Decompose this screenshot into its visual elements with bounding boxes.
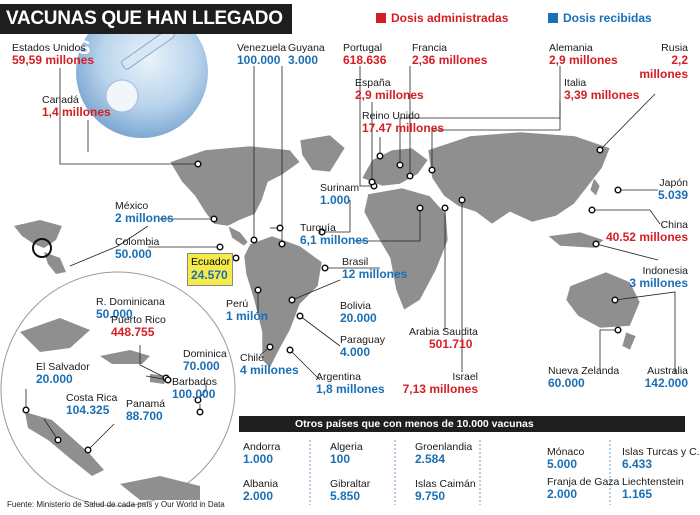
label-peru: Perú 1 milón: [226, 298, 269, 324]
label-alemania: Alemania 2,9 millones: [549, 42, 618, 68]
others-title: Otros países que con menos de 10.000 vac…: [239, 416, 685, 432]
label-panama: Panamá 88.700: [126, 398, 166, 424]
other-item: Liechtenstein 1.165: [622, 476, 684, 502]
other-item: Albania 2.000: [243, 478, 279, 504]
label-mexico: México 2 millones: [115, 200, 174, 226]
other-item: Islas Turcas y C. 6.433: [622, 446, 700, 472]
label-arabia-saudita: Arabia Saudita 501.710: [409, 326, 478, 352]
page-title: VACUNAS QUE HAN LLEGADO A PAÍSES: [0, 4, 292, 59]
label-turquia: Turquía 6,1 millones: [300, 222, 369, 248]
label-paraguay: Paraguay 4.000: [340, 334, 385, 360]
greenland-shape: [299, 134, 346, 173]
other-item: Mónaco 5.000: [547, 446, 585, 472]
label-italia: Italia 3,39 millones: [564, 77, 640, 103]
label-espana: España 2,9 millones: [355, 77, 424, 103]
label-el-salvador: El Salvador 20.000: [36, 361, 90, 387]
label-venezuela: Venezuela 100.000: [237, 42, 287, 68]
label-puerto-rico: Puerto Rico 448.755: [111, 314, 166, 340]
label-barbados: Barbados 100.000: [172, 376, 217, 402]
label-reino-unido: Reino Unido 17.47 millones: [362, 110, 445, 136]
blue-square-icon: [548, 13, 558, 23]
label-indonesia: Indonesia 3 millones: [629, 265, 688, 291]
label-japon: Japón 5.039: [657, 177, 688, 203]
label-r-dominicana: R. Dominicana 50.000: [96, 296, 165, 322]
label-israel: Israel 7,13 millones: [402, 371, 478, 397]
other-item: Andorra 1.000: [243, 441, 281, 467]
australia-shape: [565, 271, 641, 329]
north-america-shape: [169, 145, 301, 227]
other-item: Franja de Gaza 2.000: [547, 476, 620, 502]
label-estados-unidos: Estados Unidos 59,59 millones: [12, 42, 95, 68]
label-rusia: Rusia 2,2 millones: [639, 42, 688, 81]
red-square-icon: [376, 13, 386, 23]
label-francia: Francia 2,36 millones: [412, 42, 488, 68]
other-item: Groenlandia 2.584: [415, 441, 473, 467]
other-item: Islas Caimán 9.750: [415, 478, 476, 504]
label-canada: Canadá 1,4 millones: [42, 94, 111, 120]
label-colombia: Colombia 50.000: [115, 236, 160, 262]
south-america-shape: [243, 235, 323, 369]
label-australia: Australia 142.000: [644, 365, 688, 391]
asia-shape: [427, 131, 611, 225]
label-argentina: Argentina 1,8 millones: [316, 371, 385, 397]
label-portugal: Portugal 618.636: [343, 42, 387, 68]
label-brasil: Brasil 12 millones: [342, 256, 408, 282]
label-chile: Chile 4 millones: [240, 352, 299, 378]
africa-shape: [363, 187, 449, 311]
label-dominica: Dominica 70.000: [183, 348, 227, 374]
other-item: Algeria 100: [330, 441, 363, 467]
label-ecuador: Ecuador 24.570: [187, 253, 233, 286]
label-guyana: Guyana 3.000: [288, 42, 325, 68]
label-surinam: Surinam 1.000: [320, 182, 360, 208]
other-item: Gibraltar 5.850: [330, 478, 371, 504]
label-nueva-zelanda: Nueva Zelanda 60.000: [548, 365, 620, 391]
label-china: China 40.52 millones: [605, 219, 688, 245]
label-bolivia: Bolivia 20.000: [340, 300, 377, 326]
source-note: Fuente: Ministerio de Salud de cada país…: [7, 500, 225, 509]
label-costa-rica: Costa Rica 104.325: [66, 392, 118, 418]
legend-recibidas: Dosis recibidas: [548, 11, 652, 25]
legend-administradas: Dosis administradas: [376, 11, 508, 25]
